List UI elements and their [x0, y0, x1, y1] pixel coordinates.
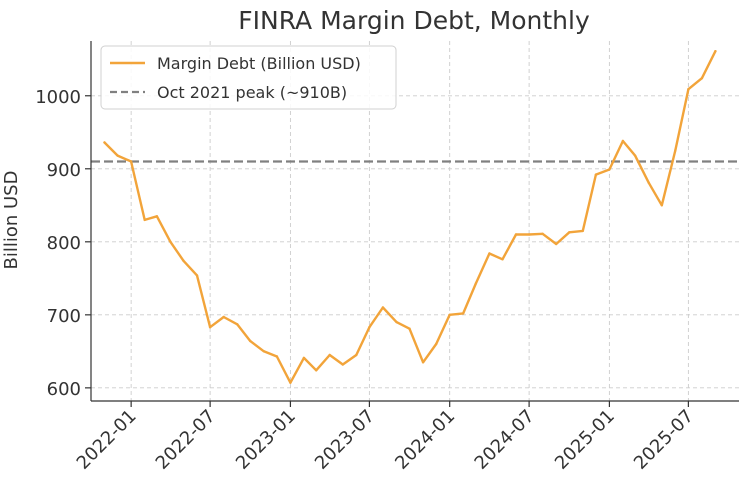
- data-point: [368, 326, 371, 329]
- x-tick-label: 2023-01: [232, 406, 300, 474]
- y-tick-label: 1000: [35, 87, 81, 108]
- legend-label-peak: Oct 2021 peak (~910B): [157, 83, 347, 102]
- data-point: [222, 315, 225, 319]
- data-point: [249, 339, 252, 343]
- data-point: [341, 363, 344, 366]
- x-tick-label: 2025-01: [551, 406, 619, 474]
- data-point: [408, 327, 411, 330]
- data-point: [527, 233, 531, 236]
- data-point: [647, 181, 650, 184]
- data-point: [275, 355, 279, 358]
- data-point: [182, 259, 185, 262]
- data-point: [302, 356, 306, 360]
- y-tick-label: 700: [47, 306, 81, 327]
- data-point: [381, 306, 385, 309]
- data-point: [169, 240, 172, 243]
- data-point: [474, 282, 478, 285]
- data-point: [328, 353, 331, 357]
- data-point: [568, 231, 571, 234]
- data-point: [501, 258, 504, 261]
- legend: Margin Debt (Billion USD) Oct 2021 peak (…: [100, 45, 397, 110]
- data-point: [514, 233, 518, 236]
- data-point: [608, 168, 611, 171]
- data-point: [195, 274, 199, 277]
- data-point: [700, 77, 704, 80]
- y-tick-label: 600: [47, 379, 81, 400]
- data-point: [208, 326, 212, 329]
- plot-series: [103, 50, 717, 384]
- data-point: [448, 313, 451, 316]
- legend-box: [100, 45, 397, 110]
- plot-frame: [90, 41, 739, 402]
- x-axis: 2022-01 2022-07 2023-01 2023-07 2024-01 2024-…: [73, 401, 698, 474]
- data-point: [633, 154, 637, 157]
- data-point: [660, 204, 663, 207]
- chart-title: FINRA Margin Debt, Monthly: [238, 6, 590, 35]
- data-point: [462, 312, 465, 315]
- data-point: [555, 242, 558, 246]
- data-point: [674, 149, 677, 152]
- data-point: [155, 215, 159, 218]
- x-tick-label: 2022-07: [152, 406, 220, 474]
- data-point: [236, 323, 239, 326]
- data-point: [103, 141, 106, 144]
- data-point: [714, 50, 717, 53]
- data-point: [289, 381, 292, 384]
- data-point: [129, 160, 133, 163]
- data-point: [421, 361, 425, 364]
- data-point: [541, 232, 544, 235]
- data-point: [488, 252, 491, 255]
- y-axis: 600 700 800 900 1000: [35, 87, 91, 400]
- y-tick-label: 800: [47, 233, 81, 254]
- data-point: [621, 139, 625, 143]
- legend-label-margin-debt: Margin Debt (Billion USD): [157, 54, 361, 73]
- x-tick-label: 2023-07: [311, 406, 379, 474]
- y-axis-label: Billion USD: [1, 171, 22, 270]
- y-tick-label: 900: [47, 160, 81, 181]
- x-tick-label: 2024-01: [391, 406, 459, 474]
- x-tick-label: 2022-01: [73, 406, 141, 474]
- data-point: [581, 229, 584, 233]
- data-point: [355, 353, 358, 357]
- data-point: [395, 320, 398, 324]
- x-tick-label: 2025-07: [630, 406, 698, 474]
- data-point: [116, 154, 119, 157]
- data-point: [262, 350, 265, 353]
- data-point: [143, 218, 146, 222]
- data-point: [315, 369, 318, 372]
- data-point: [687, 88, 690, 91]
- data-point: [435, 342, 438, 346]
- x-tick-label: 2024-07: [471, 406, 539, 474]
- data-point: [594, 173, 598, 176]
